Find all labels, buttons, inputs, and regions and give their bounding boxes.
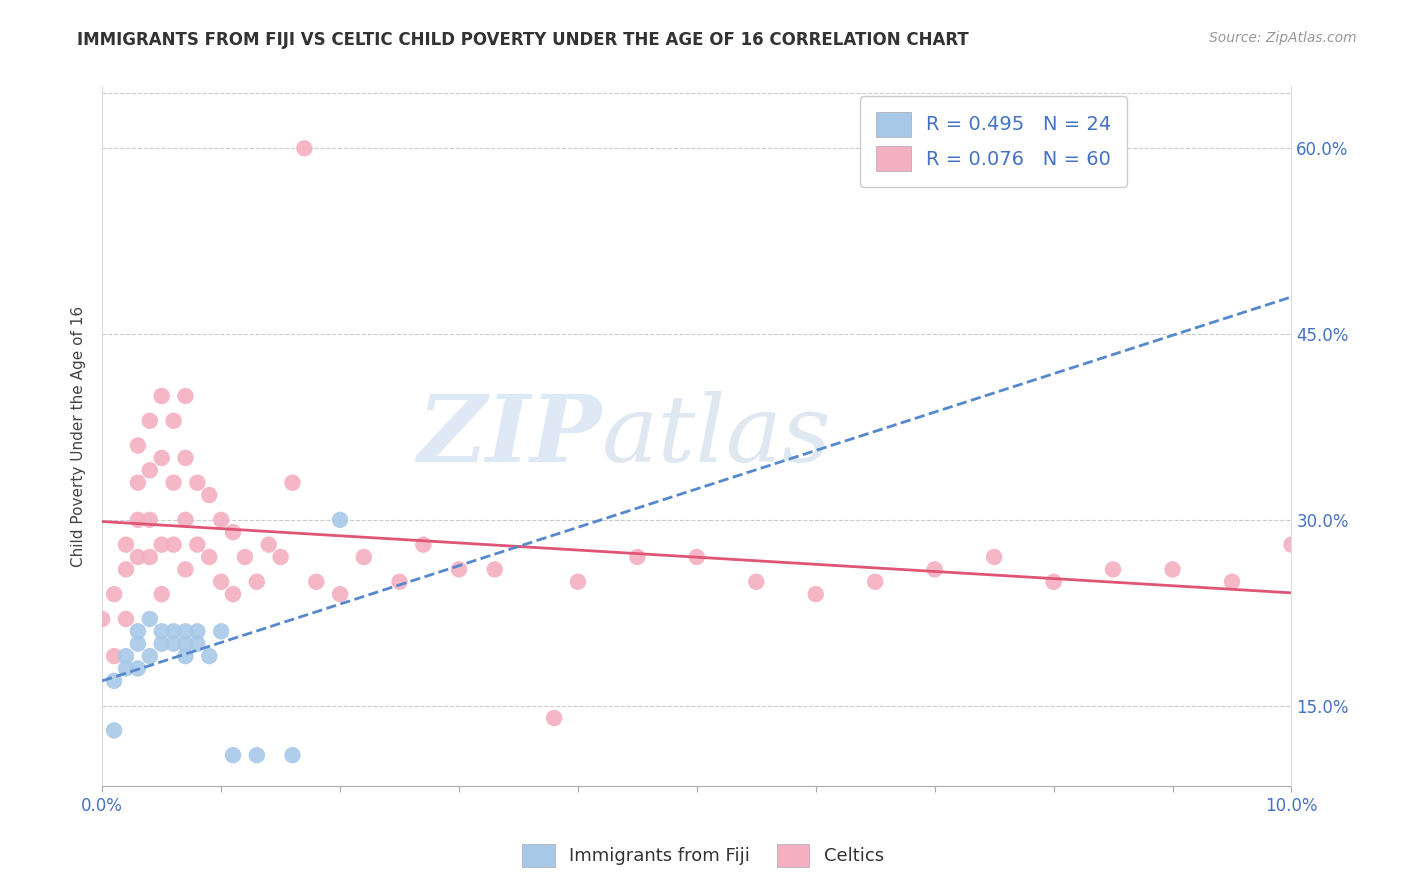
Text: IMMIGRANTS FROM FIJI VS CELTIC CHILD POVERTY UNDER THE AGE OF 16 CORRELATION CHA: IMMIGRANTS FROM FIJI VS CELTIC CHILD POV… bbox=[77, 31, 969, 49]
Point bbox=[115, 661, 138, 675]
Point bbox=[150, 637, 173, 651]
Point bbox=[162, 475, 184, 490]
Point bbox=[246, 574, 269, 589]
Point bbox=[174, 389, 197, 403]
Point bbox=[127, 549, 149, 564]
Point bbox=[686, 549, 709, 564]
Point bbox=[484, 562, 506, 576]
Point bbox=[222, 525, 245, 540]
Point bbox=[388, 574, 411, 589]
Point bbox=[1102, 562, 1125, 576]
Point bbox=[222, 748, 245, 763]
Text: ZIP: ZIP bbox=[418, 392, 602, 482]
Point bbox=[150, 624, 173, 639]
Point bbox=[292, 141, 315, 155]
Point bbox=[209, 513, 232, 527]
Point bbox=[209, 624, 232, 639]
Point bbox=[139, 414, 162, 428]
Point bbox=[1042, 574, 1064, 589]
Point bbox=[924, 562, 946, 576]
Point bbox=[174, 562, 197, 576]
Point bbox=[162, 624, 184, 639]
Point bbox=[139, 513, 162, 527]
Point bbox=[329, 513, 352, 527]
Point bbox=[103, 723, 125, 738]
Point bbox=[863, 574, 886, 589]
Point bbox=[162, 538, 184, 552]
Point bbox=[150, 450, 173, 465]
Point bbox=[305, 574, 328, 589]
Legend: Immigrants from Fiji, Celtics: Immigrants from Fiji, Celtics bbox=[515, 837, 891, 874]
Point bbox=[162, 637, 184, 651]
Point bbox=[567, 574, 589, 589]
Point bbox=[281, 475, 304, 490]
Point bbox=[139, 463, 162, 477]
Point bbox=[127, 624, 149, 639]
Point bbox=[174, 624, 197, 639]
Point bbox=[139, 649, 162, 664]
Point bbox=[162, 414, 184, 428]
Point bbox=[139, 612, 162, 626]
Point bbox=[745, 574, 768, 589]
Point bbox=[103, 649, 125, 664]
Point bbox=[1281, 538, 1303, 552]
Point bbox=[257, 538, 280, 552]
Point bbox=[150, 587, 173, 601]
Point bbox=[186, 637, 208, 651]
Point bbox=[103, 673, 125, 688]
Point bbox=[1220, 574, 1243, 589]
Point bbox=[198, 649, 221, 664]
Point bbox=[281, 748, 304, 763]
Point bbox=[127, 438, 149, 452]
Point bbox=[198, 488, 221, 502]
Point bbox=[115, 612, 138, 626]
Point bbox=[115, 649, 138, 664]
Point bbox=[174, 450, 197, 465]
Point bbox=[186, 624, 208, 639]
Point bbox=[329, 587, 352, 601]
Point bbox=[412, 538, 434, 552]
Point bbox=[198, 549, 221, 564]
Text: atlas: atlas bbox=[602, 392, 831, 482]
Point bbox=[983, 549, 1005, 564]
Point bbox=[233, 549, 256, 564]
Point bbox=[209, 574, 232, 589]
Point bbox=[353, 549, 375, 564]
Point bbox=[174, 513, 197, 527]
Point bbox=[127, 661, 149, 675]
Point bbox=[246, 748, 269, 763]
Point bbox=[139, 549, 162, 564]
Point bbox=[447, 562, 470, 576]
Point bbox=[270, 549, 292, 564]
Point bbox=[174, 637, 197, 651]
Point bbox=[626, 549, 648, 564]
Point bbox=[186, 475, 208, 490]
Point bbox=[543, 711, 565, 725]
Point bbox=[186, 538, 208, 552]
Point bbox=[150, 538, 173, 552]
Y-axis label: Child Poverty Under the Age of 16: Child Poverty Under the Age of 16 bbox=[72, 306, 86, 566]
Point bbox=[127, 637, 149, 651]
Point bbox=[804, 587, 827, 601]
Text: Source: ZipAtlas.com: Source: ZipAtlas.com bbox=[1209, 31, 1357, 45]
Point bbox=[222, 587, 245, 601]
Point bbox=[115, 538, 138, 552]
Point bbox=[127, 475, 149, 490]
Point bbox=[127, 513, 149, 527]
Point bbox=[174, 649, 197, 664]
Point bbox=[103, 587, 125, 601]
Point bbox=[150, 389, 173, 403]
Point bbox=[115, 562, 138, 576]
Legend: R = 0.495   N = 24, R = 0.076   N = 60: R = 0.495 N = 24, R = 0.076 N = 60 bbox=[860, 96, 1128, 187]
Point bbox=[91, 612, 114, 626]
Point bbox=[1161, 562, 1184, 576]
